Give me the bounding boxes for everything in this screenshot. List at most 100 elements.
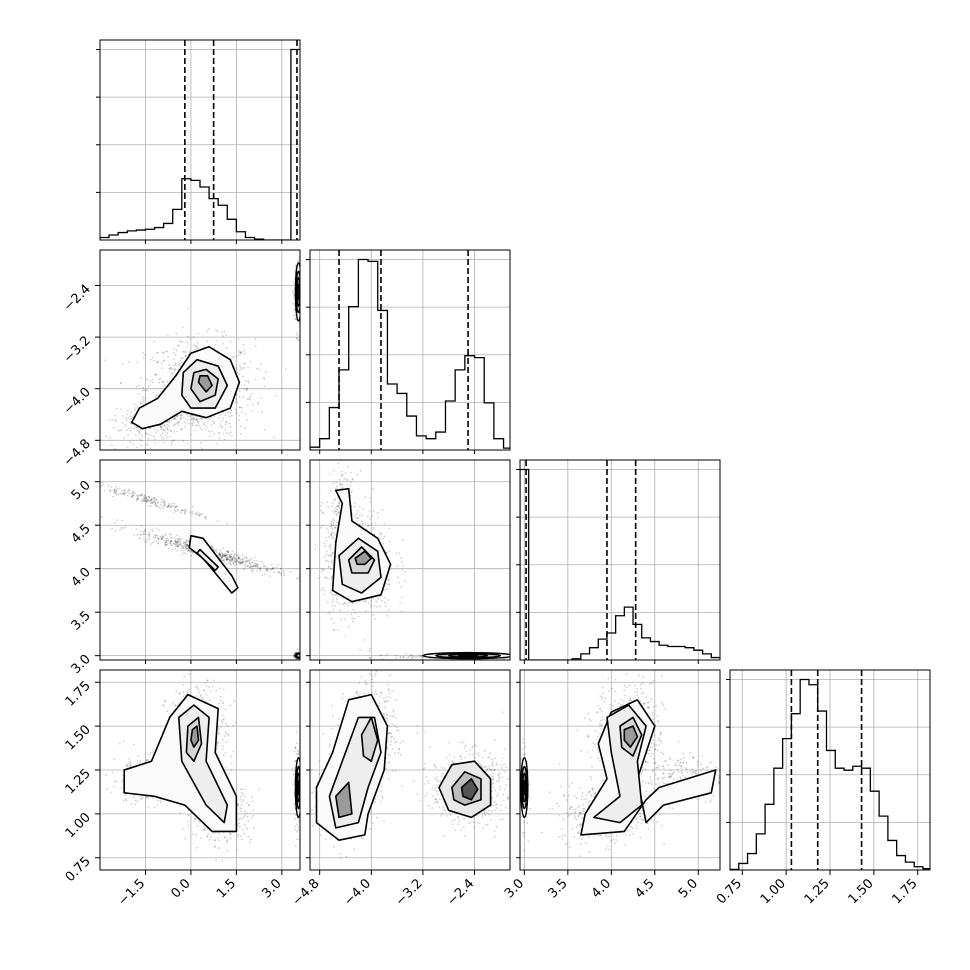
sample-point — [236, 553, 238, 556]
sample-point — [235, 788, 238, 791]
sample-point — [297, 576, 299, 579]
sample-point — [185, 539, 187, 541]
sample-point — [160, 362, 163, 365]
sample-point — [293, 653, 296, 656]
sample-point — [188, 422, 191, 425]
sample-point — [355, 517, 358, 519]
sample-point — [296, 578, 299, 580]
sample-point — [233, 562, 235, 565]
sample-point — [327, 566, 330, 568]
sample-point — [335, 513, 338, 516]
sample-point — [325, 554, 328, 556]
sample-point — [146, 389, 148, 392]
sample-point — [193, 818, 196, 820]
sample-point — [327, 601, 329, 604]
sample-point — [232, 562, 235, 565]
sample-point — [146, 501, 149, 503]
sample-point — [330, 533, 333, 536]
scatter-content — [310, 460, 520, 660]
sample-point — [140, 500, 143, 503]
sample-point — [249, 395, 252, 398]
sample-point — [212, 832, 214, 835]
sample-point — [225, 841, 228, 843]
sample-point — [253, 559, 256, 562]
sample-point — [186, 547, 188, 550]
sample-point — [372, 509, 375, 512]
sample-point — [235, 560, 238, 563]
sample-point — [179, 544, 182, 546]
sample-point — [180, 428, 183, 430]
sample-point — [240, 351, 243, 353]
sample-point — [153, 499, 156, 502]
sample-point — [348, 601, 350, 604]
sample-point — [228, 559, 231, 561]
sample-point — [191, 418, 194, 421]
sample-point — [197, 332, 200, 335]
sample-point — [244, 380, 247, 382]
sample-point — [162, 704, 165, 707]
sample-point — [179, 417, 182, 420]
sample-point — [231, 557, 234, 560]
sample-point — [181, 361, 184, 364]
sample-point — [219, 700, 222, 702]
sample-point — [170, 419, 173, 422]
sample-point — [232, 555, 235, 558]
sample-point — [229, 562, 232, 565]
sample-point — [261, 410, 264, 413]
sample-point — [230, 356, 233, 359]
sample-point — [241, 561, 244, 563]
sample-point — [334, 507, 337, 509]
sample-point — [372, 614, 374, 616]
sample-point — [332, 598, 335, 601]
sample-point — [383, 712, 385, 715]
sample-point — [224, 421, 227, 423]
sample-point — [418, 656, 421, 658]
sample-point — [131, 492, 133, 494]
sample-point — [243, 352, 246, 355]
sample-point — [184, 355, 187, 358]
sample-point — [335, 487, 337, 490]
sample-point — [138, 392, 140, 395]
sample-point — [172, 701, 174, 704]
sample-point — [409, 653, 412, 656]
sample-point — [323, 593, 326, 595]
sample-point — [218, 839, 221, 842]
sample-point — [182, 509, 185, 512]
sample-point — [177, 344, 180, 346]
sample-point — [165, 543, 167, 546]
sample-point — [511, 656, 513, 658]
sample-point — [124, 489, 126, 492]
scatter-panel-0-2 — [88, 459, 301, 661]
sample-point — [371, 514, 374, 517]
sample-point — [88, 522, 90, 524]
sample-point — [144, 389, 147, 392]
sample-point — [416, 655, 418, 658]
sample-point — [231, 434, 233, 437]
sample-point — [251, 561, 254, 564]
sample-point — [225, 554, 228, 556]
sample-point — [142, 530, 145, 533]
sample-point — [89, 510, 91, 512]
sample-point — [208, 418, 211, 421]
sample-point — [205, 428, 208, 431]
sample-point — [231, 559, 234, 562]
sample-point — [379, 605, 381, 608]
sample-point — [238, 373, 241, 376]
sample-point — [233, 564, 236, 567]
sample-point — [138, 432, 141, 435]
sample-point — [362, 522, 364, 525]
sample-point — [170, 366, 173, 369]
sample-point — [410, 655, 412, 657]
sample-point — [174, 368, 177, 370]
sample-point — [182, 440, 185, 442]
sample-point — [164, 700, 166, 703]
sample-point — [330, 576, 333, 579]
sample-point — [383, 535, 386, 538]
sample-point — [518, 655, 520, 657]
sample-point — [230, 556, 233, 558]
sample-point — [196, 419, 199, 421]
sample-point — [186, 543, 189, 546]
sample-point — [149, 751, 152, 754]
sample-point — [256, 570, 259, 572]
sample-point — [294, 318, 297, 321]
